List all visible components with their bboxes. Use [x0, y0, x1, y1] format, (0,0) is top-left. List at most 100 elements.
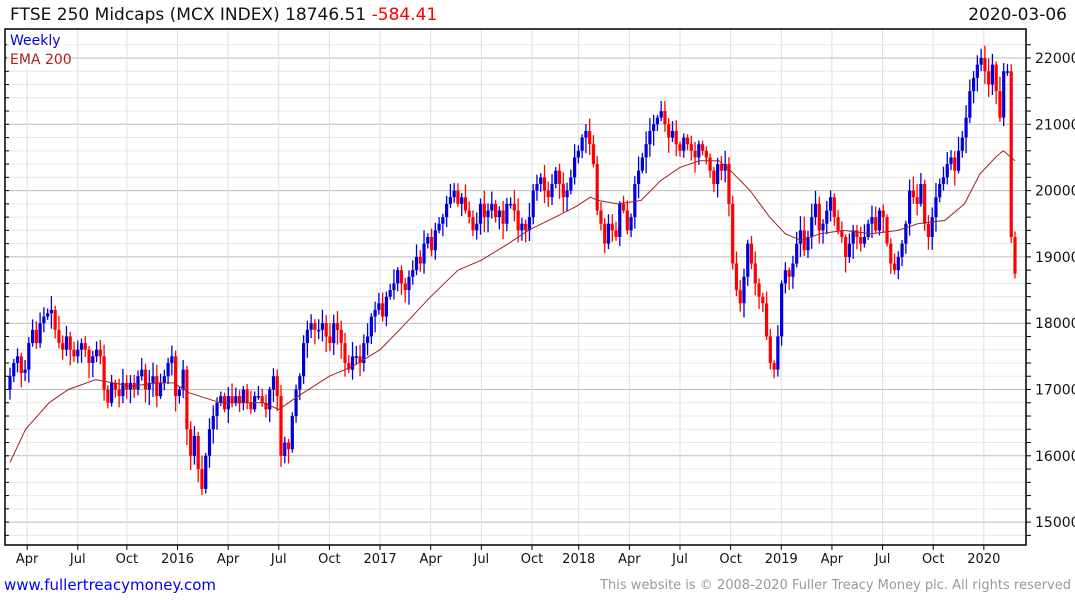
candle-body	[509, 203, 513, 206]
candle-body	[964, 117, 968, 138]
candle-up	[606, 214, 611, 250]
candle-down	[674, 120, 678, 157]
candle-body	[471, 217, 475, 231]
candle-body	[757, 283, 761, 297]
candle-up	[825, 201, 829, 235]
candle-up	[414, 244, 419, 276]
candle-up	[866, 219, 870, 240]
candle-body	[892, 263, 897, 271]
candle-down	[399, 265, 404, 295]
candle-body	[147, 382, 151, 390]
candle-body	[749, 243, 754, 264]
candle-body	[689, 144, 693, 151]
candle-down	[599, 202, 603, 231]
candle-down	[994, 61, 998, 105]
candle-up	[934, 183, 938, 232]
candle-body	[15, 356, 20, 363]
candle-body	[693, 150, 697, 158]
candle-up	[350, 342, 355, 380]
candle-up	[851, 224, 855, 259]
candle-body	[38, 323, 42, 344]
candle-body	[467, 210, 471, 218]
candle-down	[68, 331, 72, 366]
candle-down	[836, 209, 840, 235]
y-tick-label: 16000	[1035, 449, 1075, 465]
candle-up	[576, 145, 580, 164]
candle-up	[373, 301, 377, 333]
candle-body	[268, 389, 272, 410]
candle-body	[704, 150, 708, 158]
candle-down	[663, 100, 667, 132]
candle-body	[177, 389, 181, 397]
candle-body	[798, 230, 803, 244]
candle-body	[870, 217, 874, 224]
candle-body	[335, 323, 340, 330]
candle-up	[960, 131, 964, 158]
candle-up	[411, 260, 415, 285]
candle-down	[719, 155, 724, 181]
candle-up	[46, 308, 50, 320]
candle-down	[143, 363, 148, 403]
candle-up	[949, 150, 953, 171]
candle-body	[113, 382, 117, 390]
candle-up	[975, 55, 979, 92]
candle-up	[64, 325, 69, 357]
candle-body	[603, 223, 607, 244]
candle-down	[885, 214, 889, 247]
candle-up	[971, 71, 976, 104]
candle-down	[19, 352, 23, 388]
candle-up	[268, 386, 272, 423]
candle-up	[49, 296, 54, 329]
candle-body	[761, 296, 765, 304]
candle-down	[196, 431, 200, 483]
candle-down	[403, 277, 407, 303]
candle-body	[27, 343, 31, 370]
candle-body	[674, 130, 678, 145]
candle-up	[121, 368, 125, 404]
y-tick-label: 17000	[1035, 383, 1075, 399]
candle-up	[828, 190, 833, 222]
candle-body	[365, 336, 370, 344]
candle-down	[501, 200, 505, 240]
candle-body	[230, 396, 234, 403]
candle-body	[211, 416, 215, 430]
candle-body	[580, 137, 584, 151]
candle-down	[260, 388, 264, 407]
candlestick-chart: 15000 16000 17000 18000 19000 20000 21000 22000…	[4, 28, 1075, 567]
candle-body	[663, 111, 667, 125]
x-tick-label: 2020	[967, 552, 1000, 567]
candle-body	[576, 150, 580, 158]
candle-body	[960, 137, 964, 151]
candle-down	[275, 369, 279, 412]
candle-body	[174, 356, 178, 397]
candle-body	[825, 210, 829, 224]
candle-down	[72, 341, 76, 363]
candle-body	[990, 64, 995, 85]
candle-up	[147, 369, 151, 405]
candle-body	[34, 329, 38, 344]
candle-up	[956, 136, 961, 174]
candle-body	[384, 296, 389, 317]
x-tick-label: Jul	[472, 552, 489, 567]
candle-up	[332, 314, 336, 356]
candle-down	[712, 166, 716, 193]
candle-up	[445, 195, 449, 228]
candle-down	[174, 350, 178, 412]
website-link[interactable]: www.fullertreacymoney.com	[4, 576, 217, 594]
candle-up	[554, 167, 558, 189]
candle-body	[636, 170, 641, 184]
candle-up	[979, 48, 983, 72]
candle-down	[34, 321, 38, 349]
candle-down	[621, 195, 626, 214]
candle-down	[557, 163, 562, 199]
candle-body	[866, 223, 870, 238]
candle-up	[783, 262, 787, 294]
candle-body	[151, 376, 155, 383]
candle-down	[987, 58, 991, 98]
candle-body	[185, 369, 189, 430]
candle-body	[347, 362, 351, 370]
candle-body	[290, 416, 294, 450]
candle-body	[486, 210, 490, 218]
candle-down	[313, 319, 317, 345]
candle-body	[271, 376, 276, 390]
